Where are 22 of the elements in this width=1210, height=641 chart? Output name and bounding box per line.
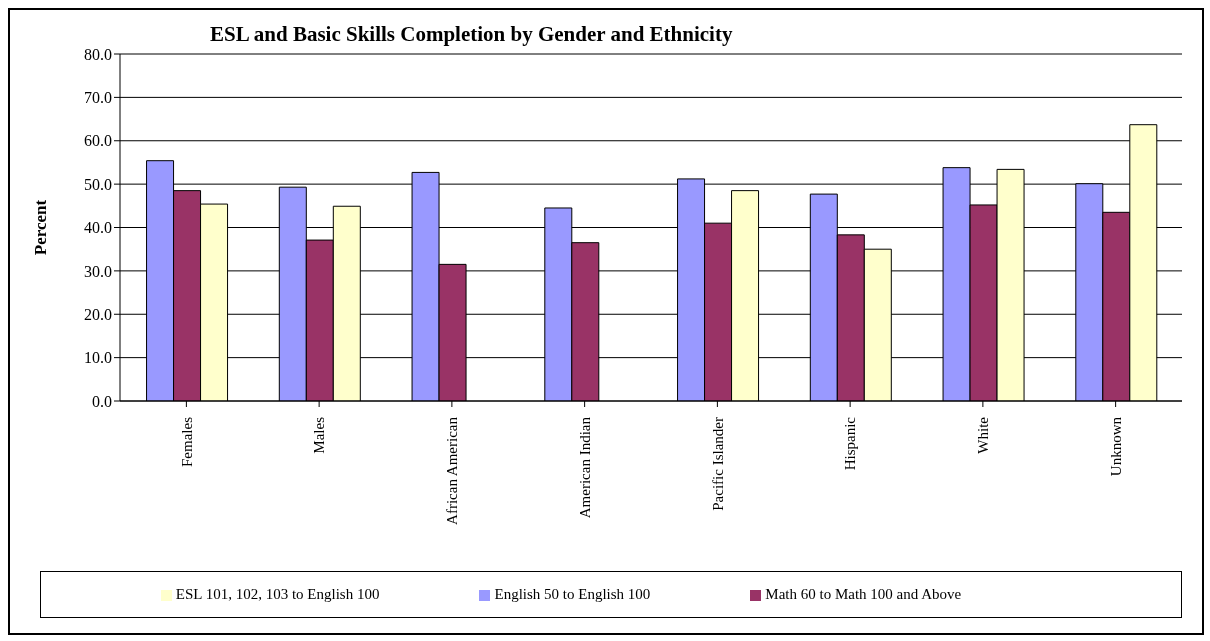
x-tick-label: Males bbox=[311, 416, 328, 454]
y-tick-label: 0.0 bbox=[92, 392, 112, 410]
legend-label: Math 60 to Math 100 and Above bbox=[765, 586, 962, 602]
y-tick-label: 60.0 bbox=[84, 132, 112, 150]
y-tick-label: 50.0 bbox=[84, 175, 112, 193]
x-tick-label: Pacific Islander bbox=[709, 417, 726, 511]
y-axis-title: Percent bbox=[31, 199, 51, 256]
x-tick-label: White bbox=[975, 416, 992, 454]
y-tick-label: 30.0 bbox=[84, 262, 112, 280]
x-tick-label: Unknown bbox=[1107, 416, 1124, 477]
legend-label: ESL 101, 102, 103 to English 100 bbox=[175, 586, 380, 602]
y-tick-label: 70.0 bbox=[84, 89, 112, 107]
y-tick-label: 80.0 bbox=[84, 45, 112, 63]
x-tick-label: Females bbox=[178, 416, 195, 467]
x-tick-label: American Indian bbox=[576, 416, 593, 519]
x-tick-label: African American bbox=[444, 416, 461, 525]
y-tick-label: 40.0 bbox=[84, 219, 112, 237]
y-tick-label: 10.0 bbox=[84, 349, 112, 367]
chart-title: ESL and Basic Skills Completion by Gender and Ethnicity bbox=[210, 22, 733, 47]
x-tick-label: Hispanic bbox=[842, 416, 859, 471]
y-tick-label: 20.0 bbox=[84, 305, 112, 323]
legend-label: English 50 to English 100 bbox=[494, 586, 651, 602]
